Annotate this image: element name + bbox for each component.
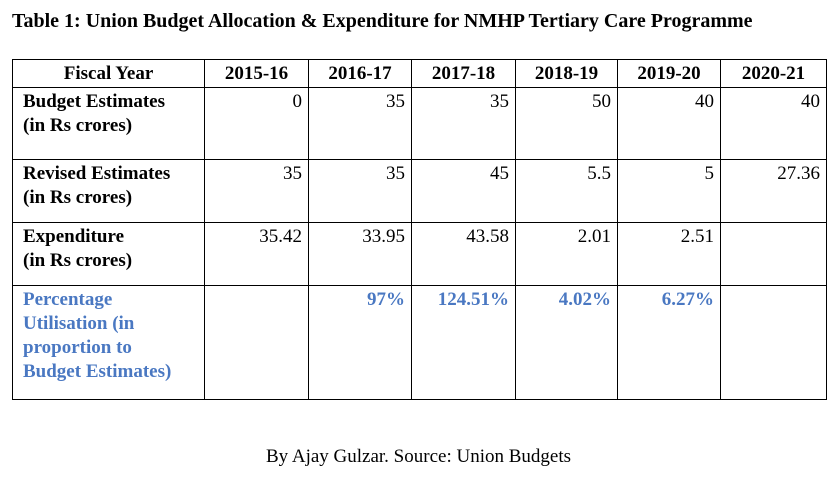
revised-estimates-row: Revised Estimates (in Rs crores) 35 35 45…: [12, 159, 827, 223]
table-cell: [720, 222, 827, 286]
row-label: Revised Estimates (in Rs crores): [12, 159, 205, 223]
table-cell: 33.95: [308, 222, 412, 286]
table-cell: 2.51: [617, 222, 721, 286]
header-row: Fiscal Year 2015-16 2016-17 2017-18 2018…: [12, 59, 827, 88]
table-cell: [204, 285, 309, 400]
header-fiscal-year: Fiscal Year: [12, 59, 205, 88]
row-label-line: proportion to: [23, 337, 132, 358]
source-caption: By Ajay Gulzar. Source: Union Budgets: [265, 446, 572, 467]
header-year: 2019-20: [617, 59, 721, 88]
row-label-unit: (in Rs crores): [23, 115, 133, 136]
row-label-line: Expenditure: [23, 226, 125, 247]
table-cell: 124.51%: [411, 285, 516, 400]
row-label-line: Budget Estimates: [23, 91, 165, 112]
row-label-line: Utilisation (in: [23, 313, 135, 334]
row-label-unit: (in Rs crores): [23, 250, 133, 271]
table-cell: 43.58: [411, 222, 516, 286]
percentage-utilisation-row: Percentage Utilisation (in proportion to Bu…: [12, 285, 827, 400]
table-cell: 40: [617, 87, 721, 160]
table-cell: 35.42: [204, 222, 309, 286]
budget-estimates-row: Budget Estimates (in Rs crores) 0 35 35 5…: [12, 87, 827, 160]
row-label: Expenditure (in Rs crores): [12, 222, 205, 286]
row-label-unit: (in Rs crores): [23, 187, 133, 208]
table-cell: [720, 285, 827, 400]
row-label: Budget Estimates (in Rs crores): [12, 87, 205, 160]
header-year: 2018-19: [515, 59, 618, 88]
table-cell: 4.02%: [515, 285, 618, 400]
table-cell: 35: [411, 87, 516, 160]
row-label-line: Budget Estimates): [23, 361, 172, 382]
expenditure-row: Expenditure (in Rs crores) 35.42 33.95 43…: [12, 222, 827, 286]
row-label-utilisation: Percentage Utilisation (in proportion to Bu…: [12, 285, 205, 400]
table-cell: 35: [204, 159, 309, 223]
table-cell: 27.36: [720, 159, 827, 223]
table-title: Table 1: Union Budget Allocation & Expen…: [12, 10, 753, 32]
header-year: 2017-18: [411, 59, 516, 88]
header-year: 2016-17: [308, 59, 412, 88]
budget-table: Fiscal Year 2015-16 2016-17 2017-18 2018…: [12, 59, 827, 400]
table-cell: 5: [617, 159, 721, 223]
table-cell: 6.27%: [617, 285, 721, 400]
header-year: 2020-21: [720, 59, 827, 88]
table-cell: 97%: [308, 285, 412, 400]
table-cell: 45: [411, 159, 516, 223]
row-label-line: Revised Estimates: [23, 163, 171, 184]
table-cell: 35: [308, 87, 412, 160]
header-year: 2015-16: [204, 59, 309, 88]
table-cell: 5.5: [515, 159, 618, 223]
table-cell: 0: [204, 87, 309, 160]
row-label-line: Percentage: [23, 289, 113, 310]
table-cell: 50: [515, 87, 618, 160]
table-cell: 40: [720, 87, 827, 160]
table-cell: 2.01: [515, 222, 618, 286]
table-cell: 35: [308, 159, 412, 223]
